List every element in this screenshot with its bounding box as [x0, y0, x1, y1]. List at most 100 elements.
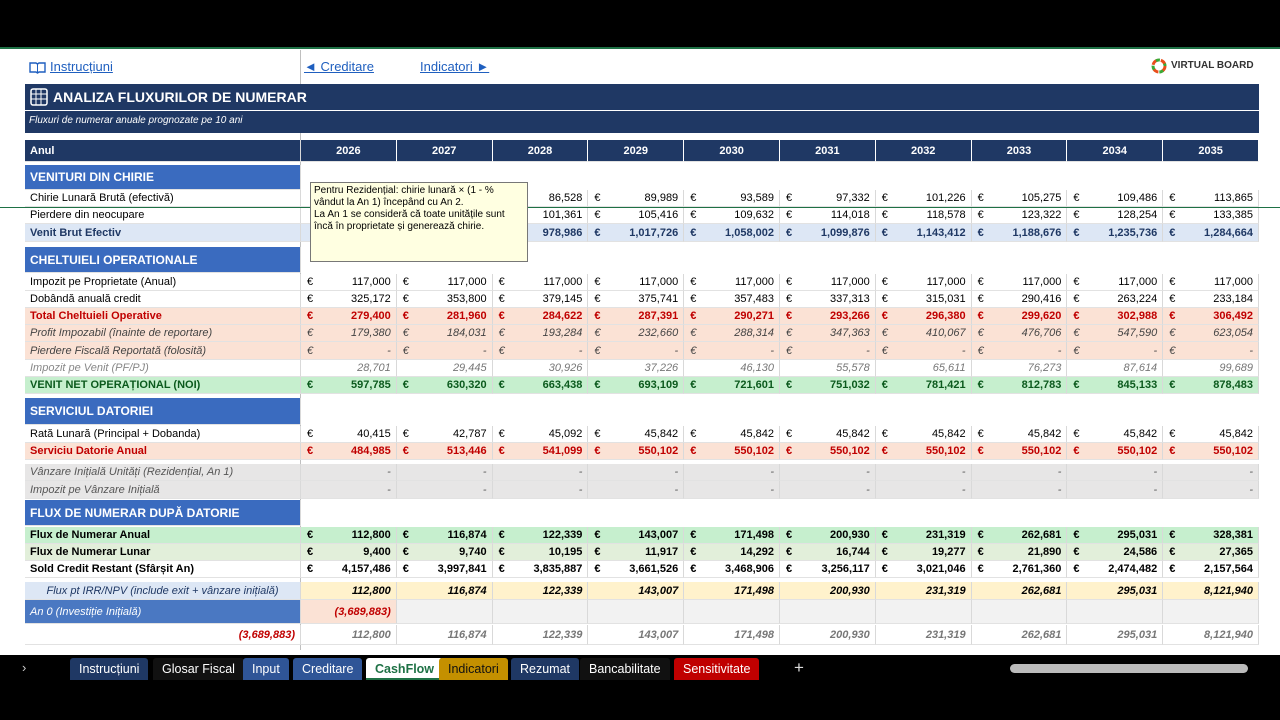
value-cell: €290,271 — [684, 308, 780, 325]
value-cell — [684, 600, 780, 624]
h-scrollbar[interactable] — [1010, 664, 1248, 673]
cell-value: 45,842 — [644, 428, 679, 440]
cell-value: 550,102 — [1117, 445, 1158, 457]
cell-value: 200,930 — [830, 529, 870, 541]
cell-value: 550,102 — [638, 445, 679, 457]
currency-symbol: € — [977, 345, 984, 357]
cell-value: 812,783 — [1021, 379, 1062, 391]
sheet-tab[interactable]: Bancabilitate — [580, 658, 670, 680]
cell-value: 117,000 — [926, 276, 966, 288]
cell-value: 24,586 — [1123, 546, 1158, 558]
value-cell: €45,842 — [971, 426, 1068, 443]
cell-value: 337,313 — [830, 293, 870, 305]
cell-value: 325,172 — [351, 293, 391, 305]
cell-value: 663,438 — [542, 379, 583, 391]
sheet-tab[interactable]: Rezumat — [511, 658, 580, 680]
cell-value: - — [866, 345, 870, 357]
currency-symbol: € — [307, 529, 314, 541]
sheet-tab[interactable]: CashFlow — [366, 658, 444, 680]
currency-symbol: € — [498, 529, 505, 541]
value-cell: €3,997,841 — [396, 561, 493, 578]
currency-symbol: € — [594, 563, 601, 575]
currency-symbol: € — [786, 327, 793, 339]
currency-symbol: € — [690, 227, 697, 239]
currency-symbol: € — [881, 445, 888, 457]
currency-symbol: € — [594, 379, 601, 391]
cell-value: 3,256,117 — [821, 563, 870, 575]
sheet-tab[interactable]: Creditare — [293, 658, 363, 680]
year-header: 2028 — [492, 140, 589, 162]
value-cell: 55,578 — [780, 360, 876, 377]
cell-value: - — [770, 345, 774, 357]
value-cell: €693,109 — [588, 377, 685, 394]
currency-symbol: € — [1073, 428, 1080, 440]
cell-value: 299,620 — [1021, 310, 1062, 322]
sheet-tab[interactable]: Input — [243, 658, 289, 680]
currency-symbol: € — [977, 445, 984, 457]
value-cell: - — [684, 481, 780, 499]
sheet-tab[interactable]: Indicatori — [439, 658, 508, 680]
value-cell: €262,681 — [971, 527, 1068, 544]
value-cell — [971, 600, 1068, 624]
cell-value: 97,332 — [836, 192, 870, 204]
value-cell: €410,067 — [875, 325, 972, 342]
currency-symbol: € — [498, 546, 505, 558]
currency-symbol: € — [307, 428, 314, 440]
value-cell: €40,415 — [301, 426, 397, 443]
currency-symbol: € — [786, 529, 793, 541]
cell-value: 101,361 — [542, 209, 583, 221]
link-prev[interactable]: ◄ Creditare — [304, 59, 374, 74]
cell-value: 11,917 — [645, 546, 679, 558]
currency-symbol: € — [594, 293, 601, 305]
value-cell: €179,380 — [301, 325, 397, 342]
currency-symbol: € — [881, 428, 888, 440]
year-header: 2029 — [588, 140, 685, 162]
value-cell: - — [875, 464, 972, 481]
cell-value: 290,271 — [734, 310, 774, 322]
value-cell: €123,322 — [971, 207, 1068, 224]
link-next[interactable]: Indicatori ► — [420, 59, 490, 74]
logo-text: VIRTUAL BOARD — [1171, 60, 1254, 71]
currency-symbol: € — [498, 428, 505, 440]
value-cell: 8,121,940 — [1163, 625, 1259, 645]
freeze-line — [0, 207, 1280, 208]
tab-scroll[interactable]: › — [22, 660, 27, 675]
value-cell: €89,989 — [588, 190, 685, 207]
year-header: 2032 — [875, 140, 972, 162]
cell-value: 117,000 — [735, 276, 774, 288]
value-cell: (3,689,883) — [301, 600, 397, 624]
cell-value: 721,601 — [734, 379, 774, 391]
value-cell: €299,620 — [971, 308, 1068, 325]
currency-symbol: € — [881, 345, 888, 357]
currency-symbol: € — [977, 563, 984, 575]
cell-value: 878,483 — [1213, 379, 1253, 391]
cell-value: 179,380 — [351, 327, 391, 339]
value-cell: €184,031 — [396, 325, 493, 342]
link-instructions[interactable]: Instrucțiuni — [50, 59, 113, 74]
currency-symbol: € — [1073, 546, 1080, 558]
currency-symbol: € — [1073, 293, 1080, 305]
value-cell: €9,740 — [396, 544, 493, 561]
sheet-tab[interactable]: Sensitivitate — [674, 658, 760, 680]
cell-value: 281,960 — [446, 310, 487, 322]
cell-value: 8,121,940 — [1204, 629, 1253, 641]
currency-symbol: € — [881, 209, 888, 221]
cell-value: 45,842 — [931, 428, 966, 440]
cell-value: 122,339 — [542, 529, 583, 541]
row-label: Impozit pe Venit (PF/PJ) — [25, 360, 301, 377]
cell-value: - — [387, 484, 391, 496]
cell-value: 171,498 — [734, 585, 774, 597]
value-cell: €284,622 — [492, 308, 589, 325]
add-sheet[interactable]: + — [794, 658, 804, 677]
value-cell: €293,266 — [780, 308, 876, 325]
currency-symbol: € — [977, 428, 984, 440]
currency-symbol: € — [402, 345, 409, 357]
cell-value: 476,706 — [1021, 327, 1062, 339]
year-header-label: Anul — [25, 140, 301, 162]
value-cell: €623,054 — [1163, 325, 1259, 342]
cell-value: - — [866, 466, 870, 478]
sheet-tab[interactable]: Instrucțiuni — [70, 658, 149, 680]
currency-symbol: € — [1073, 310, 1080, 322]
cell-value: 117,000 — [1022, 276, 1062, 288]
sheet-tab[interactable]: Glosar Fiscal — [153, 658, 244, 680]
